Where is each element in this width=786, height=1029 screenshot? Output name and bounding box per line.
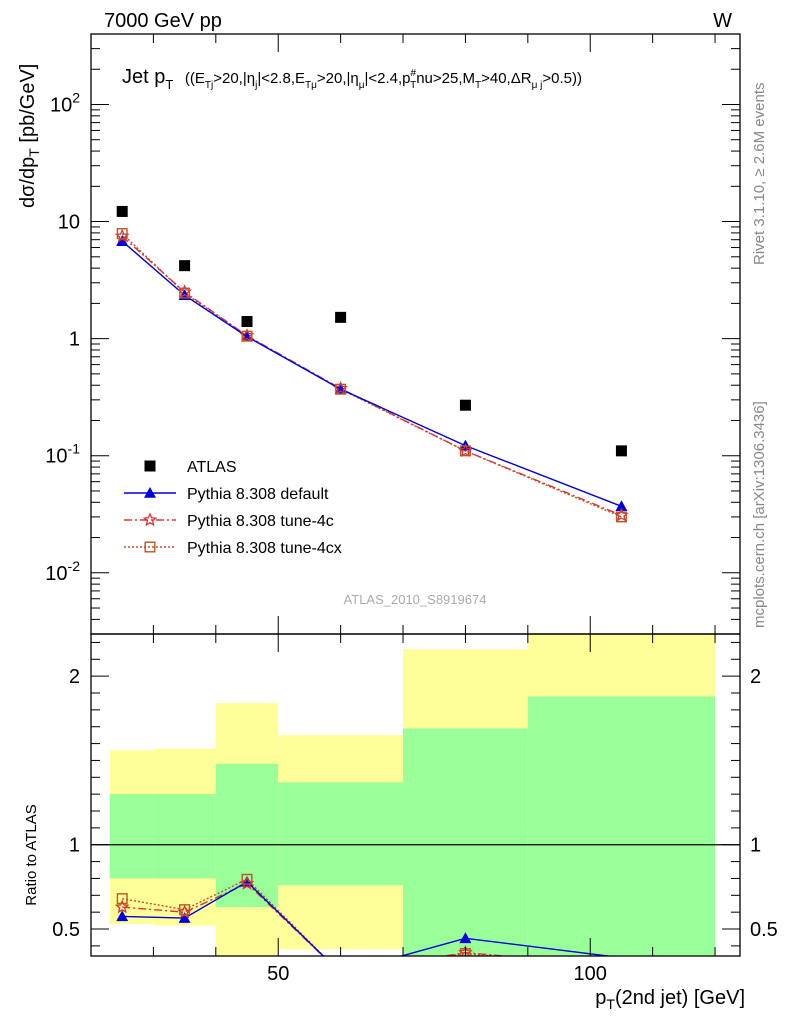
ratio-y-tick-label-right: 1 [750,835,761,857]
process-label: W [713,10,732,32]
ratio-y-tick-label: 0.5 [52,919,80,941]
data-point [179,260,191,272]
inner-band [109,794,154,879]
y-tick-label: 10-2 [45,558,80,585]
ratio-axis-ticks: 0.5 0.5 1 1 2 2 50 100 [52,634,778,985]
y-tick-label: 1 [69,329,80,351]
y-tick-label: 10 [58,212,80,234]
y-tick-label: 10-1 [45,441,80,468]
legend-label: Pythia 8.308 tune-4c [187,513,334,530]
ratio-uncertainty-bands [91,634,740,956]
main-ylabel: dσ/dpT [pb/GeV] [17,64,42,208]
data-point [179,287,191,299]
ratio-ylabel: Ratio to ATLAS [23,804,40,905]
ratio-point [459,932,472,944]
rivet-label: Rivet 3.1.10, ≥ 2.6M events [751,83,768,266]
ratio-y-tick-label: 2 [69,666,80,688]
data-point [241,330,253,342]
ratio-point [116,893,128,905]
legend-label: Pythia 8.308 default [187,486,329,503]
mcplots-label: mcplots.cern.ch [arXiv:1306.3436] [751,401,768,628]
legend-marker [142,512,158,527]
inner-band [403,728,528,956]
data-point [459,399,471,411]
data-point [335,311,347,323]
inner-band [278,782,404,886]
data-point [615,500,628,512]
ratio-point [116,910,129,922]
ratio-point [178,912,191,923]
legend-marker [144,487,156,498]
data-point [459,445,471,457]
inner-band [153,794,216,879]
ratio-point [241,873,253,885]
ratio-point [114,899,130,914]
data-point [241,316,253,328]
data-point [615,511,627,523]
legend-marker [144,541,156,553]
ratio-y-tick-label: 1 [69,835,80,857]
data-point [116,205,128,217]
chart-title: Jet pT ((ETj>20,|ηj|<2.8,ETμ>20,|ημ|<2.4… [122,66,582,94]
main-axis-ticks: 10-2 10-1 1 10 102 [45,33,740,635]
legend: ATLAS Pythia 8.308 default Pythia 8.308 tu… [124,459,342,557]
data-point [116,228,128,240]
ratio-line [122,880,614,956]
legend-marker [144,460,156,472]
inner-band [527,696,716,956]
series-line [121,240,622,507]
data-point [615,445,627,457]
x-tick-label: 100 [574,963,607,985]
data-point [116,235,129,246]
y-tick-label: 102 [50,89,80,116]
ratio-point [179,904,191,916]
ratio-y-tick-label-right: 2 [750,666,761,688]
analysis-id: ATLAS_2010_S8919674 [344,592,487,607]
legend-label: ATLAS [187,459,237,476]
main-plot-marks [114,205,629,523]
ratio-plot-frame [90,633,741,957]
x-tick-label: 50 [267,963,289,985]
ratio-xlabel: pT(2nd jet) [GeV] [595,987,745,1012]
energy-label: 7000 GeV pp [104,10,222,32]
legend-label: Pythia 8.308 tune-4cx [187,540,342,557]
data-point [335,383,347,395]
ratio-y-tick-label-right: 0.5 [750,919,778,941]
